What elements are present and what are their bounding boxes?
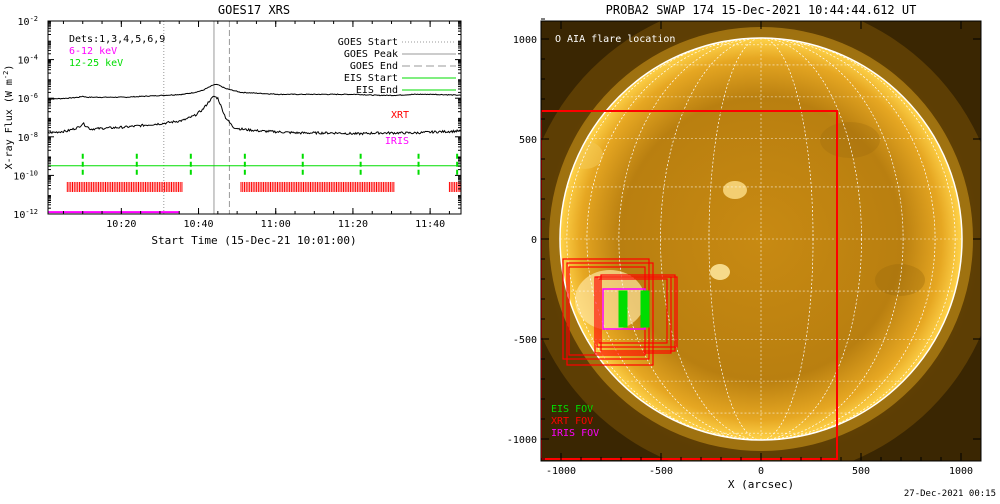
xrt-fov bbox=[598, 278, 668, 344]
aia-location-label: O AIA flare location bbox=[555, 34, 675, 45]
swap-x-tick-label: 500 bbox=[852, 466, 870, 477]
xrt-fov bbox=[566, 262, 654, 366]
flux-series-1 bbox=[48, 83, 461, 100]
goes-x-tick-label: 10:20 bbox=[106, 219, 136, 230]
limb bbox=[559, 37, 963, 441]
goes-y-tick-label: 10-2 bbox=[18, 15, 38, 28]
swap-image bbox=[541, 21, 981, 461]
eis-fov bbox=[618, 290, 628, 328]
goes-legend-label: GOES End bbox=[350, 61, 398, 72]
dets-label: Dets:1,3,4,5,6,9 bbox=[69, 34, 165, 45]
goes-plot-frame bbox=[47, 20, 462, 215]
goes-y-tick-label: 10-6 bbox=[18, 92, 38, 105]
swap-title: PROBA2 SWAP 174 15-Dec-2021 10:44:44.612… bbox=[606, 3, 917, 17]
goes-plot-area bbox=[48, 21, 461, 214]
swap-y-tick-label: 500 bbox=[519, 135, 537, 146]
goes-y-label: X-ray Flux (W m-2) bbox=[2, 65, 15, 170]
fov-legend-label: IRIS FOV bbox=[551, 428, 599, 439]
xrt-fov bbox=[600, 274, 676, 352]
swap-y-tick-label: 0 bbox=[531, 235, 537, 246]
goes-x-tick-label: 11:40 bbox=[415, 219, 445, 230]
swap-panel: PROBA2 SWAP 174 15-Dec-2021 10:44:44.612… bbox=[507, 3, 996, 499]
swap-y-tick-label: -500 bbox=[513, 335, 537, 346]
longitude-line bbox=[660, 38, 862, 440]
goes-legend-label: EIS Start bbox=[344, 73, 398, 84]
fov-boxes bbox=[541, 110, 838, 460]
fov-legend-label: EIS FOV bbox=[551, 404, 593, 415]
band-label: 12-25 keV bbox=[69, 58, 123, 69]
goes-y-tick-label: 10-10 bbox=[13, 169, 38, 182]
xrt-fov bbox=[596, 276, 678, 348]
goes-legend-label: GOES Start bbox=[338, 37, 398, 48]
longitude-line bbox=[618, 38, 904, 440]
eis-fov bbox=[640, 290, 650, 328]
swap-x-label: X (arcsec) bbox=[728, 478, 794, 491]
goes-x-tick-label: 11:20 bbox=[338, 219, 368, 230]
goes-legend-label: EIS End bbox=[356, 85, 398, 96]
longitude-line bbox=[708, 38, 814, 440]
fov-legend-label: XRT FOV bbox=[551, 416, 593, 427]
swap-axis-ticks: -1000 -500 0 500 1000 -1000 -500 0 500 1000 bbox=[507, 18, 982, 477]
goes-y-tick-label: 10-8 bbox=[18, 131, 38, 144]
goes-y-tick-label: 10-12 bbox=[13, 208, 38, 221]
goes-y-tick-label: 10-4 bbox=[18, 54, 38, 67]
heliographic-grid bbox=[560, 38, 962, 440]
xrt-large-fov bbox=[541, 110, 838, 460]
swap-x-tick-label: 0 bbox=[758, 466, 764, 477]
swap-y-tick-label: -1000 bbox=[507, 435, 537, 446]
swap-y-tick-label: 1000 bbox=[513, 35, 537, 46]
goes-panel: GOES17 XRS 10:20 10:40 11:00 11:20 11:40 10-1… bbox=[2, 3, 462, 247]
timestamp: 27-Dec-2021 00:15 bbox=[904, 489, 996, 499]
swap-x-tick-label: 1000 bbox=[949, 466, 973, 477]
goes-x-tick-label: 11:00 bbox=[261, 219, 291, 230]
goes-legend-label: XRT bbox=[391, 110, 409, 121]
longitude-line bbox=[586, 38, 936, 440]
flux-series-2 bbox=[48, 95, 461, 136]
swap-x-tick-label: -500 bbox=[649, 466, 673, 477]
goes-axis-ticks: 10:20 10:40 11:00 11:20 11:40 10-12 10-10 10-8 1… bbox=[13, 15, 461, 230]
longitude-line bbox=[566, 38, 956, 440]
goes-title: GOES17 XRS bbox=[218, 3, 290, 17]
goes-x-label: Start Time (15-Dec-21 10:01:00) bbox=[151, 234, 356, 247]
band-label: 6-12 keV bbox=[69, 46, 117, 57]
goes-legend-label: IRIS bbox=[385, 136, 409, 147]
goes-legend-label: GOES Peak bbox=[344, 49, 398, 60]
goes-x-tick-label: 10:40 bbox=[183, 219, 213, 230]
swap-x-tick-label: -1000 bbox=[546, 466, 576, 477]
